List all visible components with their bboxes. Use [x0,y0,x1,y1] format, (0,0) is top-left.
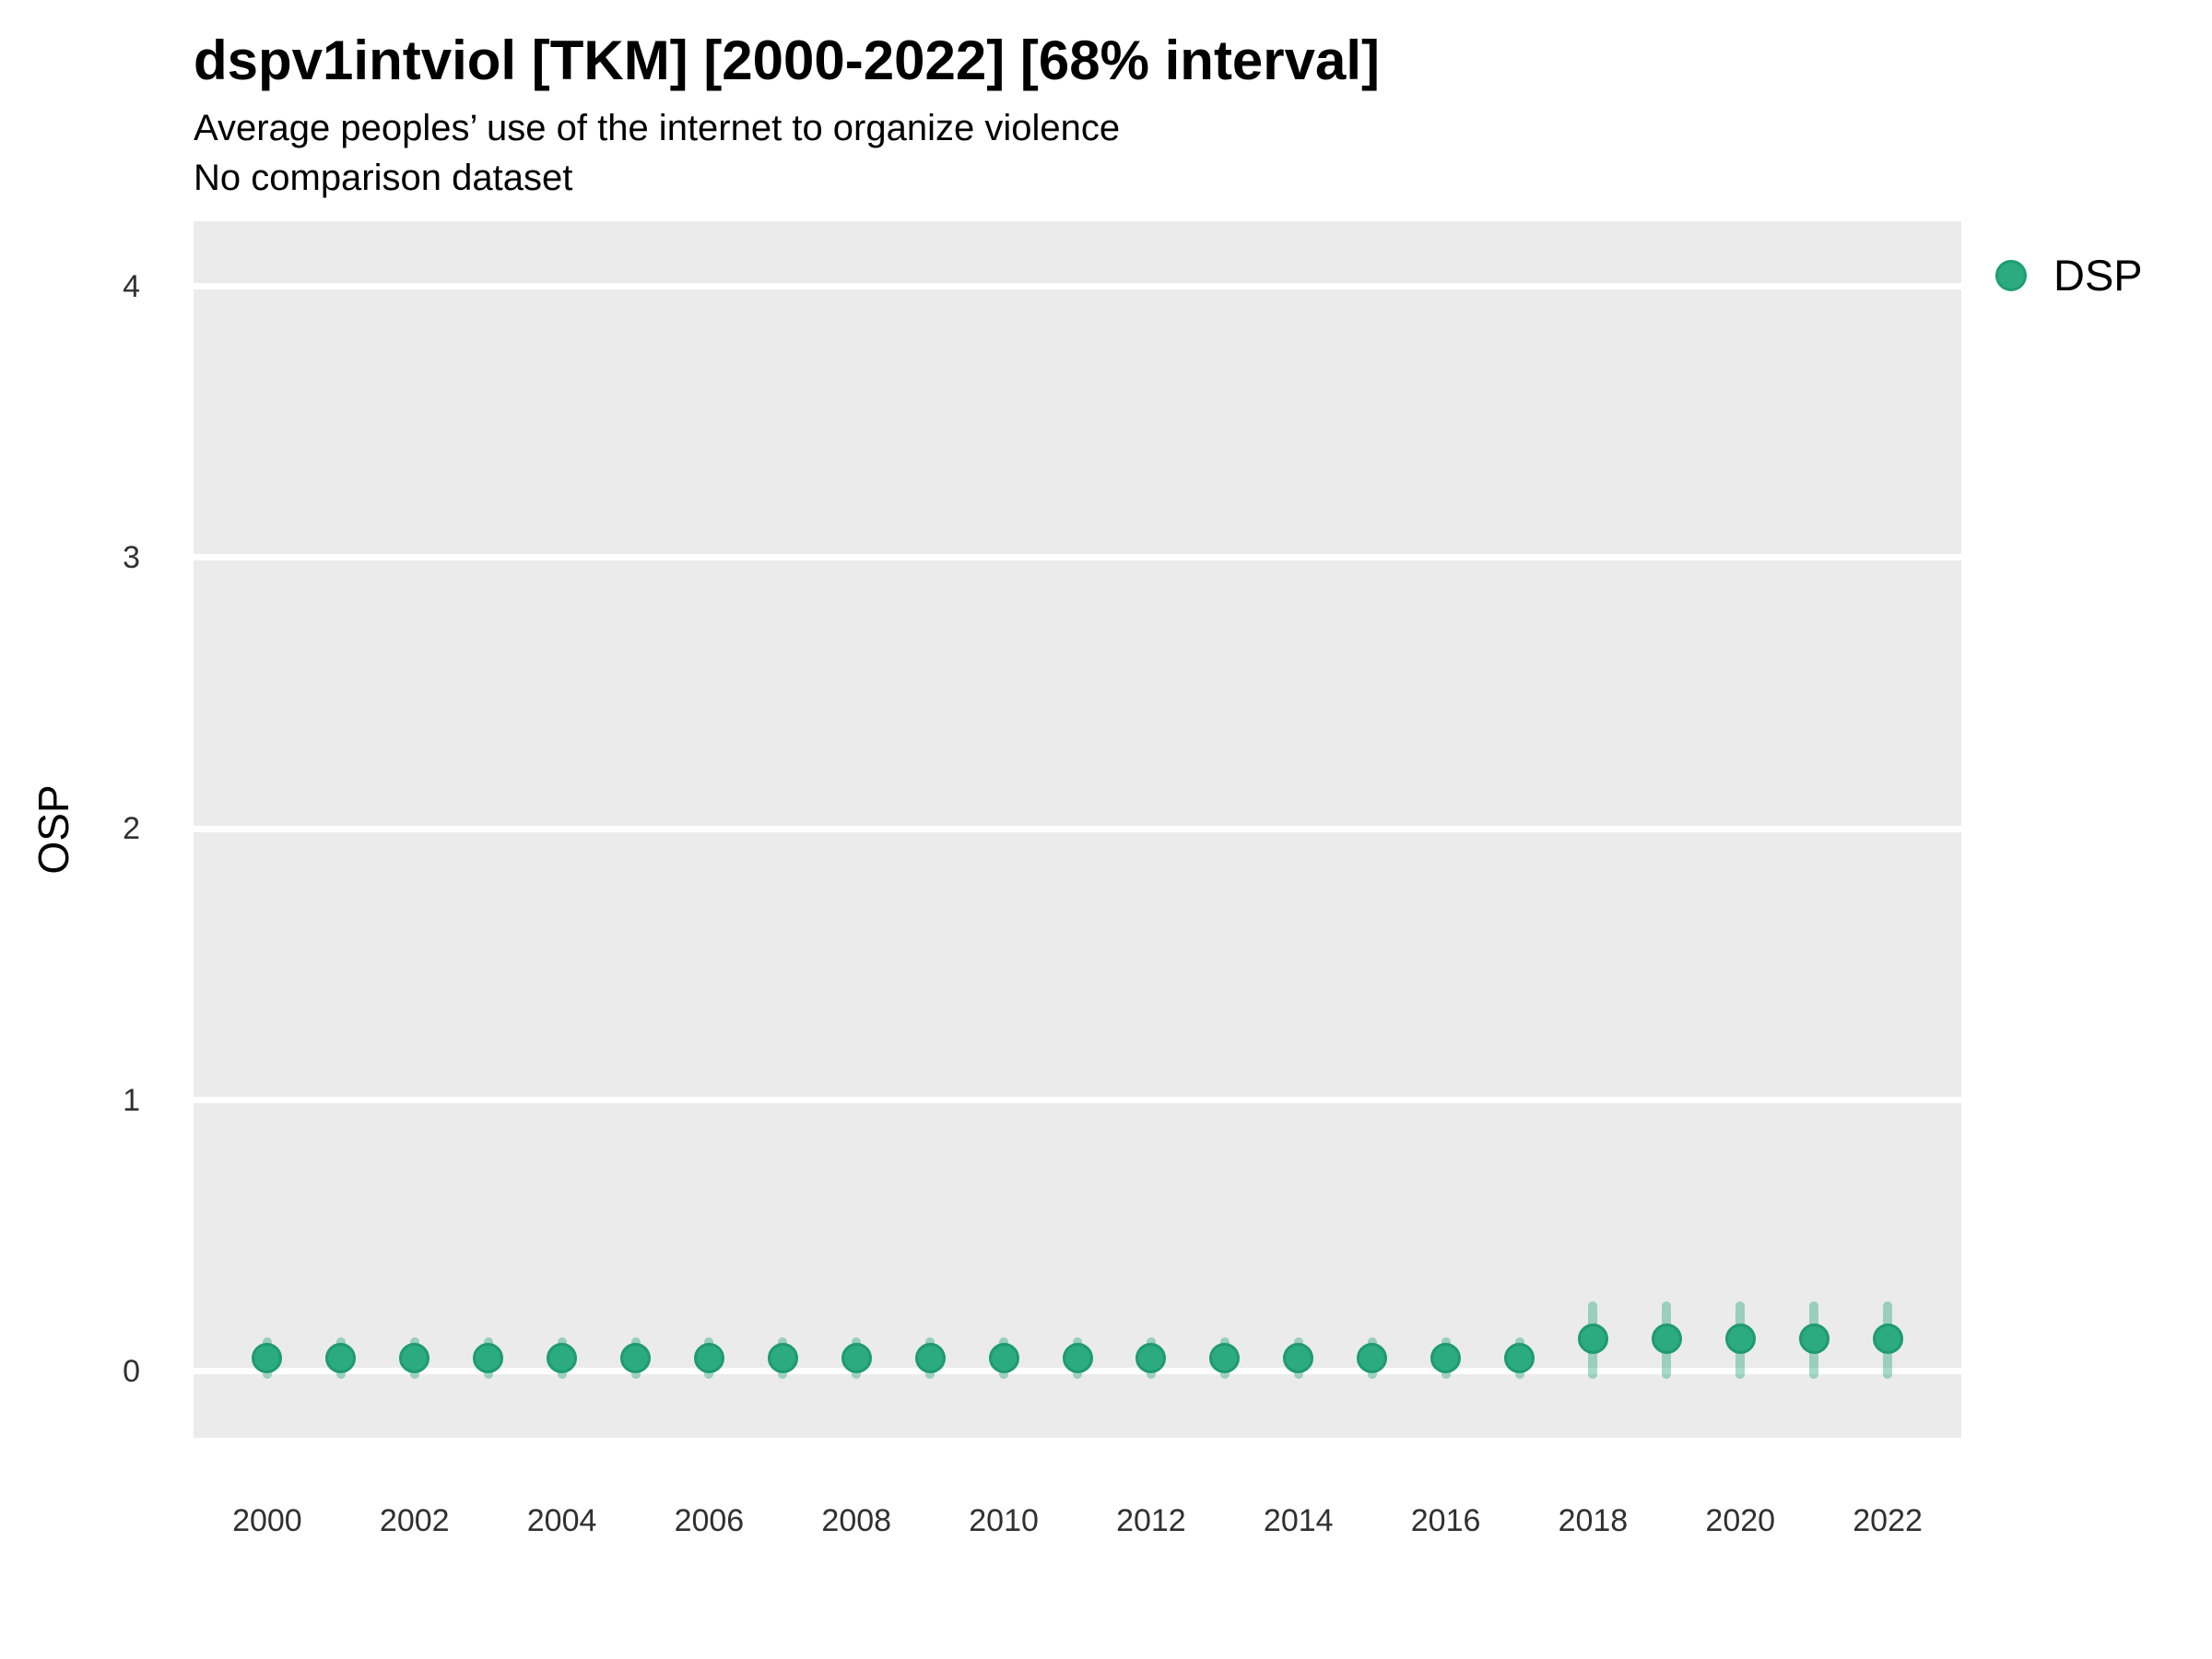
data-point-2007 [767,1342,798,1373]
data-point-2017 [1504,1342,1535,1373]
x-tick-label-2002: 2002 [379,1503,450,1538]
data-point-2021 [1798,1324,1830,1355]
data-point-2012 [1135,1342,1167,1373]
x-tick-label-2022: 2022 [1853,1503,1923,1538]
chart-subtitle-block: Average peoples’ use of the internet to … [194,103,1120,203]
data-point-2009 [914,1342,946,1373]
data-point-2008 [841,1342,872,1373]
data-point-2022 [1872,1324,1903,1355]
data-point-2019 [1651,1324,1682,1355]
data-point-2004 [547,1342,578,1373]
chart-title: dspv1intviol [TKM] [2000-2022] [68% inte… [194,29,1381,91]
data-point-2014 [1283,1342,1314,1373]
chart-subtitle: Average peoples’ use of the internet to … [194,108,1121,148]
x-tick-label-2010: 2010 [969,1503,1039,1538]
data-point-2002 [399,1342,430,1373]
gridline-y-4 [194,283,1961,290]
data-point-2020 [1724,1324,1756,1355]
data-point-2018 [1577,1324,1608,1355]
chart-note: No comparison dataset [194,158,573,198]
legend-marker-dsp-icon [1995,260,2027,291]
data-point-2010 [988,1342,1019,1373]
x-tick-label-2020: 2020 [1705,1503,1776,1538]
x-tick-label-2016: 2016 [1410,1503,1481,1538]
y-tick-label-1: 1 [123,1082,140,1118]
data-point-2011 [1062,1342,1093,1373]
x-tick-label-2008: 2008 [821,1503,892,1538]
data-point-2013 [1209,1342,1241,1373]
x-tick-label-2014: 2014 [1263,1503,1334,1538]
y-tick-label-4: 4 [123,268,140,304]
x-tick-label-2006: 2006 [674,1503,745,1538]
x-tick-label-2000: 2000 [232,1503,302,1538]
x-tick-label-2004: 2004 [526,1503,597,1538]
data-point-2000 [252,1342,283,1373]
x-tick-label-2018: 2018 [1558,1503,1629,1538]
data-point-2003 [473,1342,504,1373]
data-point-2015 [1357,1342,1388,1373]
y-tick-label-3: 3 [123,539,140,575]
plot-panel [194,221,1961,1438]
x-tick-label-2012: 2012 [1116,1503,1186,1538]
gridline-y-2 [194,825,1961,832]
legend-label-dsp: DSP [2053,251,2143,300]
y-tick-label-0: 0 [123,1353,140,1389]
data-point-2005 [620,1342,651,1373]
y-tick-label-2: 2 [123,811,140,847]
data-point-2001 [325,1342,357,1373]
data-point-2016 [1430,1342,1462,1373]
gridline-y-1 [194,1097,1961,1104]
gridline-y-3 [194,554,1961,561]
data-point-2006 [693,1342,724,1373]
